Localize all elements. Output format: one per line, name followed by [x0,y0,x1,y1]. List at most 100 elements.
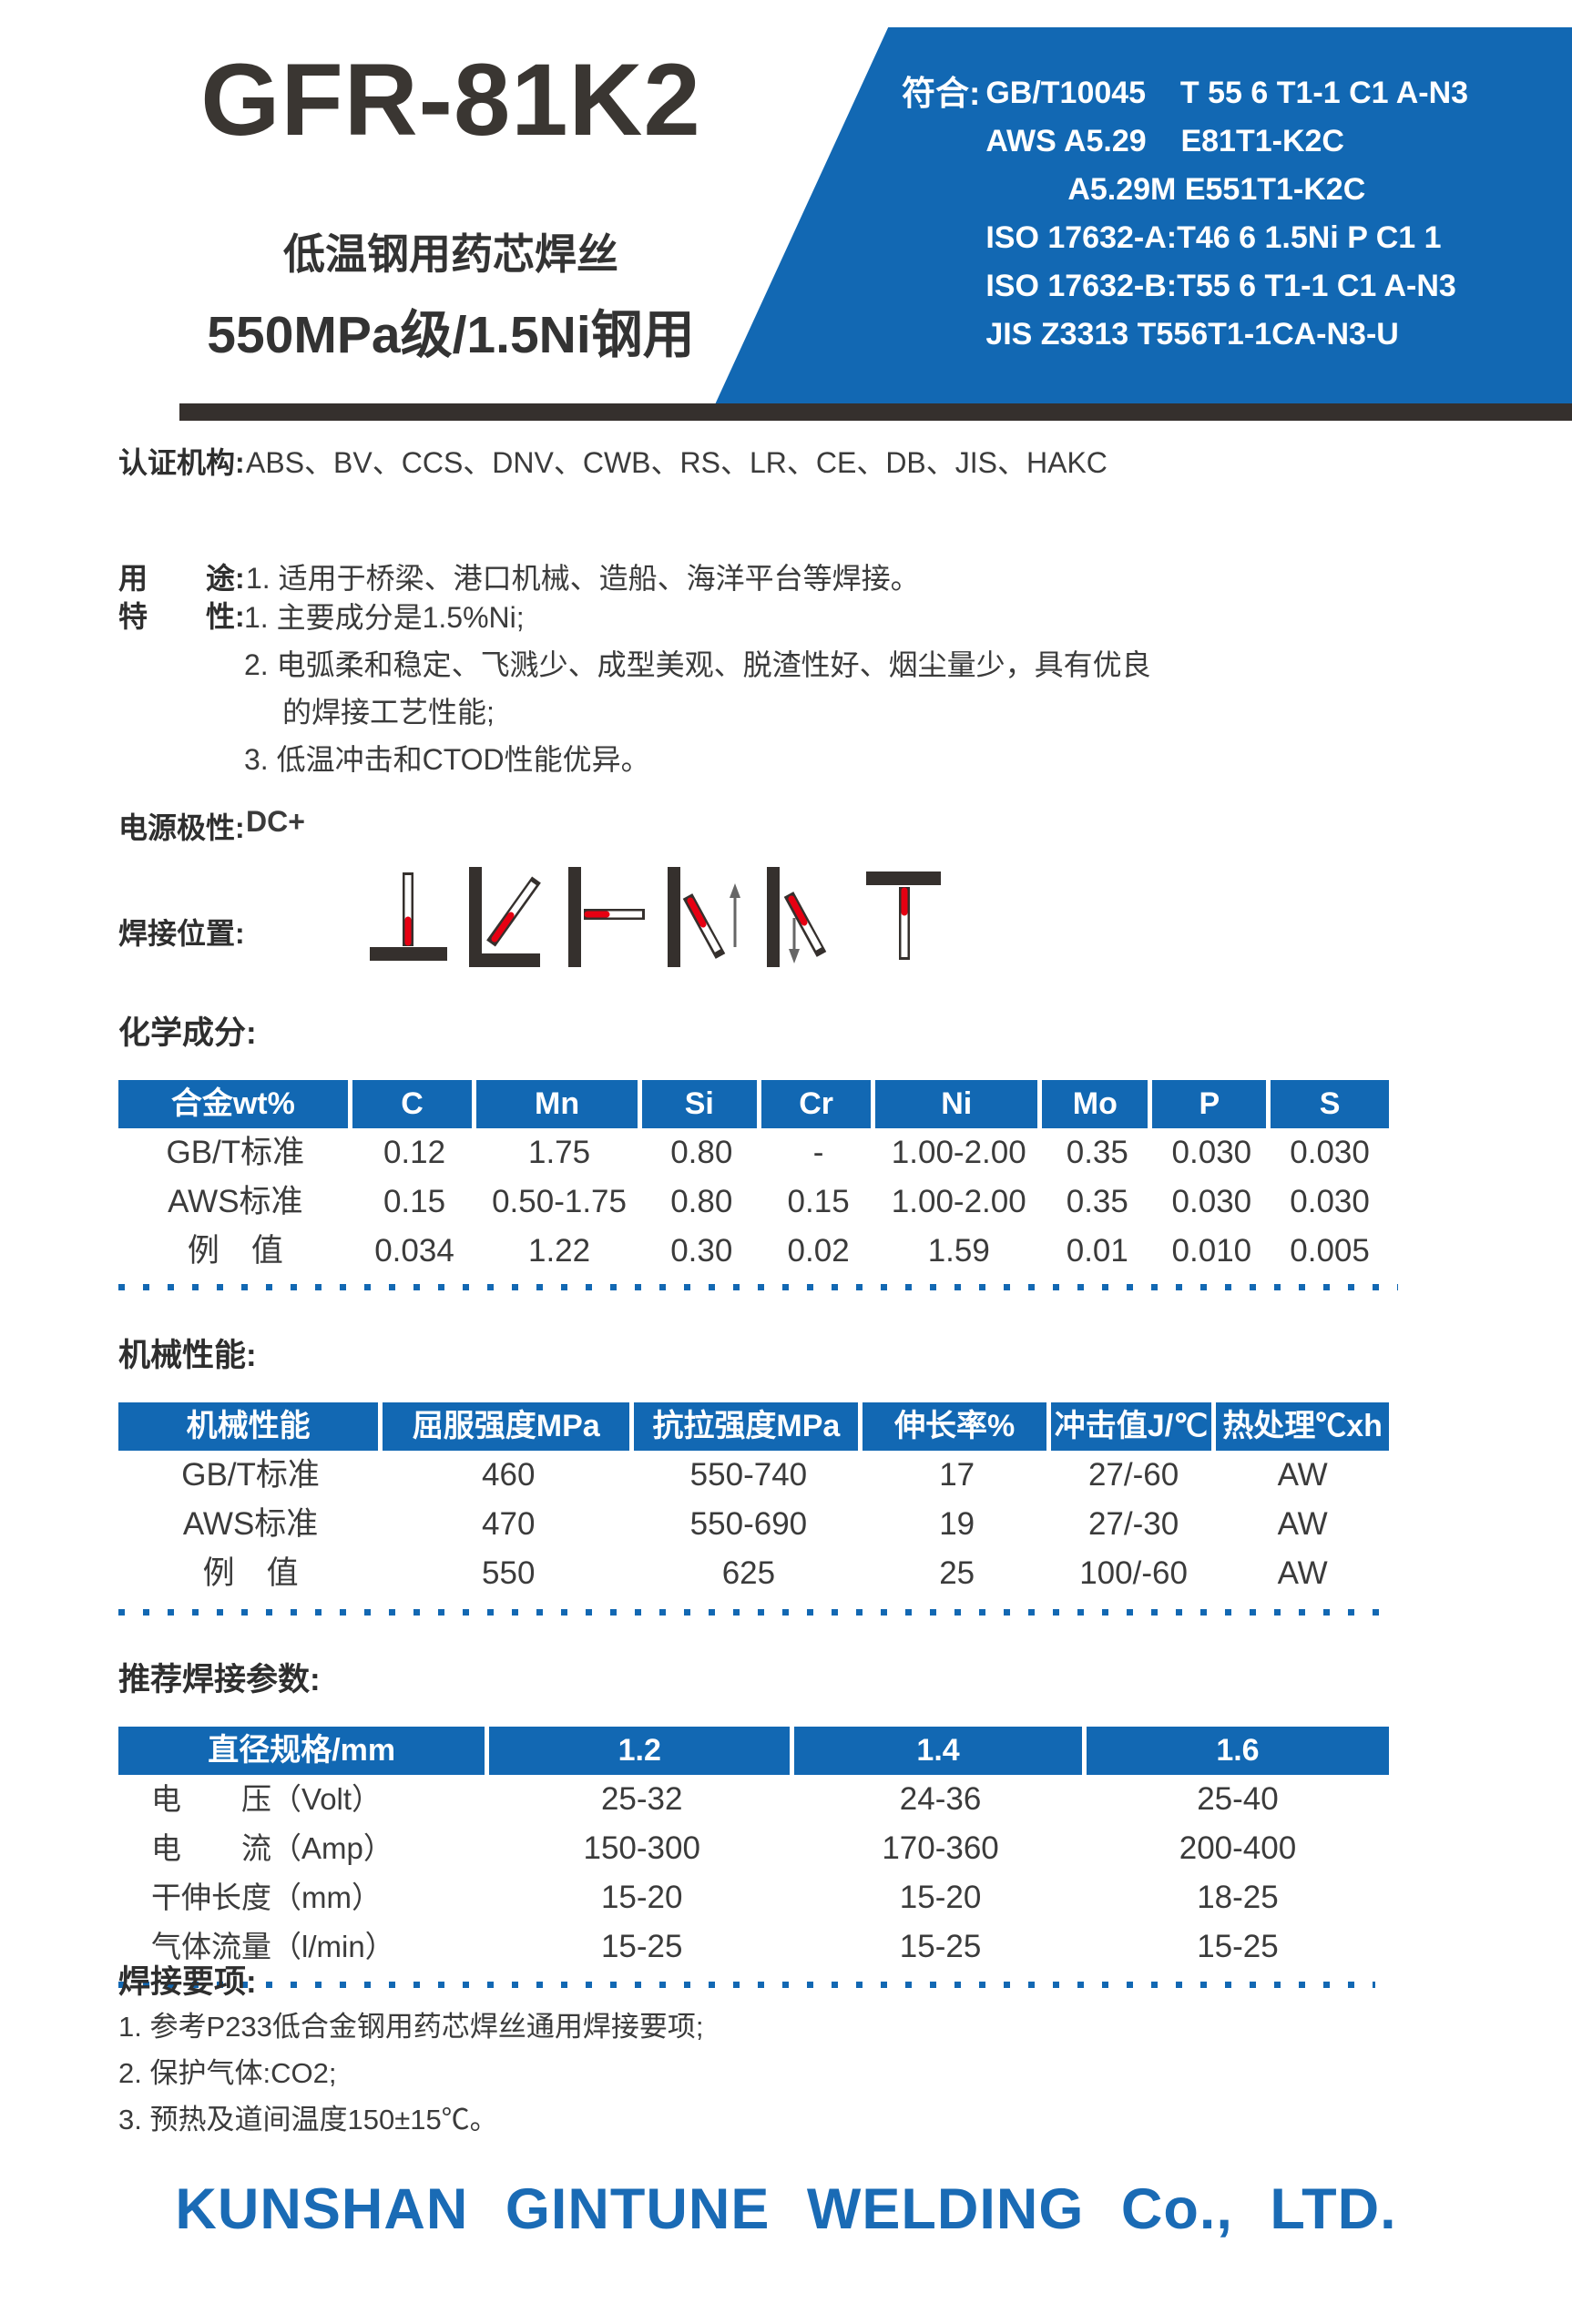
table-header-cell: Si [641,1080,761,1128]
chemical-dotted-divider [118,1284,1398,1290]
table-cell: AW [1277,1457,1328,1493]
table-cell: 25-40 [1197,1781,1279,1817]
parameters-dotted-divider [118,1982,1375,1988]
table-cell: 0.034 [374,1233,454,1269]
certification-value: ABS、BV、CCS、DNV、CWB、RS、LR、CE、DB、JIS、HAKC [246,446,1108,479]
table-cell: 干伸长度（mm） [151,1881,382,1914]
table-cell: 15-25 [1197,1929,1279,1964]
welding-position-flat-icon [370,872,447,961]
table-cell: 0.030 [1171,1184,1252,1219]
usage-value: 1. 适用于桥梁、港口机械、造船、海洋平台等焊接。 [246,562,920,595]
table-cell: 1.59 [927,1233,990,1269]
usage-row: 用 途: 1. 适用于桥梁、港口机械、造船、海洋平台等焊接。 [118,556,920,597]
polarity-row: 电源极性: DC+ [118,805,305,847]
polarity-label: 电源极性: [118,811,245,844]
table-header-cell: C [352,1080,477,1128]
welding-positions-icons [370,867,944,967]
standard-line: GB/T10045 T 55 6 T1-1 C1 A-N3 [985,76,1469,110]
table-cell: 15-25 [899,1929,982,1964]
table-cell: 15-25 [600,1929,683,1964]
table-cell: 1.00-2.00 [891,1184,1026,1219]
standards-label: 符合: [902,75,981,112]
table-cell: 0.80 [670,1135,733,1170]
table-cell: 170-360 [882,1830,999,1866]
table-header-cell: 屈服强度MPa [383,1402,635,1451]
table-header-cell: 合金wt% [118,1080,352,1128]
polarity-value: DC+ [246,805,305,838]
table-header-row: 合金wt% C Mn Si Cr Ni Mo P S [118,1080,1389,1128]
table-cell: 25 [939,1555,975,1591]
product-subtitle-grade: 550MPa级/1.5Ni钢用 [207,306,695,364]
table-header-cell: 冲击值J/℃ [1050,1402,1217,1451]
table-row: 例 值 550 625 25 100/-60 AW [118,1549,1389,1598]
table-row: AWS标准 0.15 0.50-1.75 0.80 0.15 1.00-2.00 0.35 0… [118,1177,1389,1227]
welding-position-horizontal-icon [568,867,645,967]
table-cell: 0.35 [1066,1184,1128,1219]
table-header-cell: S [1271,1080,1389,1128]
table-cell: 0.80 [670,1184,733,1219]
mechanical-table: 机械性能 屈服强度MPa 抗拉强度MPa 伸长率% 冲击值J/℃ 热处理℃xh GB/T标准… [118,1402,1389,1598]
standard-line: JIS Z3313 T556T1-1CA-N3-U [985,317,1399,352]
table-cell: GB/T标准 [166,1135,305,1170]
table-cell: 27/-30 [1087,1506,1179,1542]
table-header-cell: 抗拉强度MPa [634,1402,863,1451]
table-row: 气体流量（l/min） 15-25 15-25 15-25 [118,1922,1389,1972]
table-cell: 0.030 [1290,1184,1370,1219]
table-cell: 0.35 [1066,1135,1128,1170]
company-name: KUNSHAN GINTUNE WELDING Co., LTD. [175,2177,1397,2241]
certification-row: 认证机构: ABS、BV、CCS、DNV、CWB、RS、LR、CE、DB、JIS… [118,440,1108,482]
positions-row: 焊接位置: [118,911,246,953]
table-cell: AW [1277,1555,1328,1591]
standard-line: AWS A5.29 E81T1-K2C [985,124,1344,158]
table-cell: 200-400 [1179,1830,1297,1866]
table-header-cell: Mn [476,1080,642,1128]
table-cell: 15-20 [600,1880,683,1915]
table-header-cell: Mo [1042,1080,1153,1128]
table-cell: 17 [939,1457,975,1493]
table-header-cell: Ni [875,1080,1043,1128]
table-cell: 150-300 [583,1830,700,1866]
table-cell: 550 [482,1555,536,1591]
features-row: 特 性: [118,594,246,636]
table-header-row: 机械性能 屈服强度MPa 抗拉强度MPa 伸长率% 冲击值J/℃ 热处理℃xh [118,1402,1389,1451]
table-cell: 100/-60 [1079,1555,1188,1591]
table-cell: 550-690 [689,1506,808,1542]
table-cell: AW [1277,1506,1328,1542]
table-row: 例 值 0.034 1.22 0.30 0.02 1.59 0.01 0.010 0.005 [118,1227,1389,1276]
table-cell: 0.15 [787,1184,850,1219]
table-header-cell: 1.2 [489,1727,795,1775]
table-cell: 15-20 [899,1880,982,1915]
note-line: 2. 保护气体:CO2; [118,2057,337,2089]
standards-banner-inner: 符合: GB/T10045 T 55 6 T1-1 C1 A-N3 AWS A5.… [716,27,1572,359]
table-header-cell: Cr [760,1080,876,1128]
table-row: GB/T标准 0.12 1.75 0.80 - 1.00-2.00 0.35 0.030 0.0… [118,1128,1389,1177]
standards-banner: 符合: GB/T10045 T 55 6 T1-1 C1 A-N3 AWS A5.… [715,27,1572,403]
table-cell: 0.01 [1066,1233,1128,1269]
welding-position-horizontal-fillet-icon [469,867,541,967]
standard-line: A5.29M E551T1-K2C [1067,172,1366,207]
feature-line: 3. 低温冲击和CTOD性能优异。 [244,743,650,776]
notes-section-title: 焊接要项: [118,1964,257,2000]
welding-position-vertical-down-icon [767,867,827,967]
table-cell: 470 [482,1506,536,1542]
table-cell: 0.010 [1171,1233,1252,1269]
standards-list: GB/T10045 T 55 6 T1-1 C1 A-N3 AWS A5.29 E… [985,69,1468,359]
table-cell: 1.00-2.00 [891,1135,1026,1170]
table-cell: AWS标准 [168,1184,303,1219]
table-header-cell: 热处理℃xh [1216,1402,1389,1451]
features-label: 特 性: [118,600,245,633]
standard-line: ISO 17632-B:T55 6 T1-1 C1 A-N3 [985,269,1456,303]
table-cell: 625 [721,1555,776,1591]
chemical-section-title: 化学成分: [118,1015,257,1051]
notes-list: 1. 参考P233低合金钢用药芯焊丝通用焊接要项; 2. 保护气体:CO2; 3. … [118,2003,703,2143]
table-row: GB/T标准 460 550-740 17 27/-60 AW [118,1451,1389,1500]
note-line: 1. 参考P233低合金钢用药芯焊丝通用焊接要项; [118,2011,704,2043]
table-cell: 1.75 [527,1135,591,1170]
table-cell: 气体流量（l/min） [151,1930,395,1963]
chemical-table: 合金wt% C Mn Si Cr Ni Mo P S GB/T标准 0.12 1.75 0.80 - 1.0… [118,1080,1389,1276]
table-cell: 0.15 [383,1184,446,1219]
header-divider-bar [179,403,1572,421]
table-cell: 0.12 [383,1135,446,1170]
table-header-cell: 机械性能 [118,1402,383,1451]
